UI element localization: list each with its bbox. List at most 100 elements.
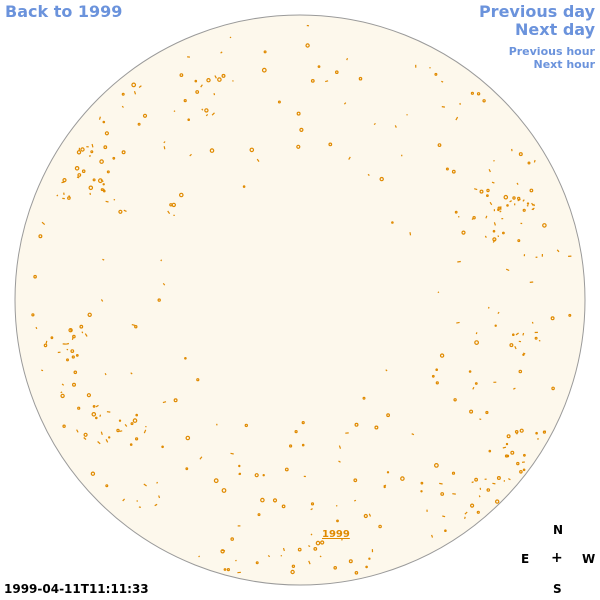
feature-mark [118,419,122,422]
feature-mark [308,560,311,565]
feature-mark [479,189,484,194]
feature-mark [308,545,311,548]
feature-mark [385,369,388,372]
feature-mark [445,167,449,171]
feature-mark [179,73,184,77]
feature-mark [60,391,63,394]
feature-mark [505,442,509,446]
feature-mark [229,36,232,39]
feature-mark [102,183,105,186]
back-to-year-link[interactable]: Back to 1999 [5,2,123,21]
feature-mark [373,122,376,126]
feature-mark [161,445,164,449]
feature-mark [131,82,137,88]
feature-mark [522,352,526,355]
feature-mark [464,511,468,515]
feature-mark [420,490,423,493]
feature-mark [68,328,73,333]
feature-mark [335,505,338,507]
previous-hour-link[interactable]: Previous hour [508,45,595,58]
feature-mark [238,472,242,476]
feature-mark [214,75,217,79]
feature-mark [310,508,313,511]
compass-east: E [521,552,530,566]
feature-mark [509,343,514,348]
feature-mark [211,112,215,116]
feature-mark [519,428,524,433]
feature-mark [104,131,110,136]
feature-mark [531,202,534,206]
feature-mark [533,159,536,163]
feature-mark [267,555,271,558]
feature-mark [199,456,203,460]
feature-mark [485,215,488,219]
feature-mark [492,229,496,233]
feature-mark [38,234,43,239]
feature-mark [187,118,190,121]
feature-mark [201,108,204,111]
feature-mark [200,84,203,88]
feature-mark [512,196,516,200]
feature-mark [162,282,166,286]
next-hour-link[interactable]: Next hour [533,58,596,71]
feature-mark [441,106,445,108]
feature-mark [206,77,211,83]
feature-mark [262,474,265,477]
feature-mark [319,555,322,558]
feature-mark [406,113,408,116]
feature-mark [195,90,200,94]
feature-mark [485,410,489,415]
feature-mark [103,189,106,193]
feature-mark [411,433,415,436]
feature-mark [238,464,241,468]
feature-mark [451,169,456,174]
feature-mark [154,503,158,507]
feature-mark [131,324,136,326]
feature-mark [336,519,339,523]
feature-mark [137,122,141,126]
feature-mark [486,488,489,491]
feature-mark [97,178,103,184]
feature-mark [143,429,147,434]
feature-mark [179,192,184,198]
feature-mark [378,524,382,529]
feature-mark [196,378,200,382]
feature-mark [325,80,329,83]
feature-mark [516,182,519,185]
feature-mark [514,346,517,350]
feature-mark [173,110,176,113]
feature-mark [456,321,460,324]
feature-mark [379,176,384,182]
next-day-link[interactable]: Next day [515,20,595,39]
feature-mark [522,199,525,202]
previous-day-link[interactable]: Previous day [478,2,595,21]
feature-mark [523,453,526,457]
feature-mark [198,555,201,558]
feature-mark [522,332,525,336]
feature-mark [529,188,534,193]
feature-mark [502,446,507,449]
feature-mark [99,159,104,164]
feature-mark [76,429,79,433]
feature-mark [391,221,394,224]
feature-mark [420,481,424,485]
feature-mark [277,100,281,104]
feature-mark [494,324,497,327]
feature-mark [272,498,278,503]
feature-mark [568,313,572,317]
feature-mark [451,471,456,475]
solar-disk [14,14,586,586]
feature-mark [341,537,343,541]
year-link[interactable]: 1999 [322,529,350,540]
feature-mark [254,473,259,478]
feature-mark [333,565,338,570]
feature-mark [74,166,80,171]
feature-mark [104,373,107,376]
feature-mark [290,569,295,575]
feature-mark [102,258,105,261]
feature-mark [472,215,476,220]
feature-mark [439,482,443,485]
feature-mark [257,513,261,517]
feature-mark [261,67,267,73]
feature-mark [84,333,88,337]
